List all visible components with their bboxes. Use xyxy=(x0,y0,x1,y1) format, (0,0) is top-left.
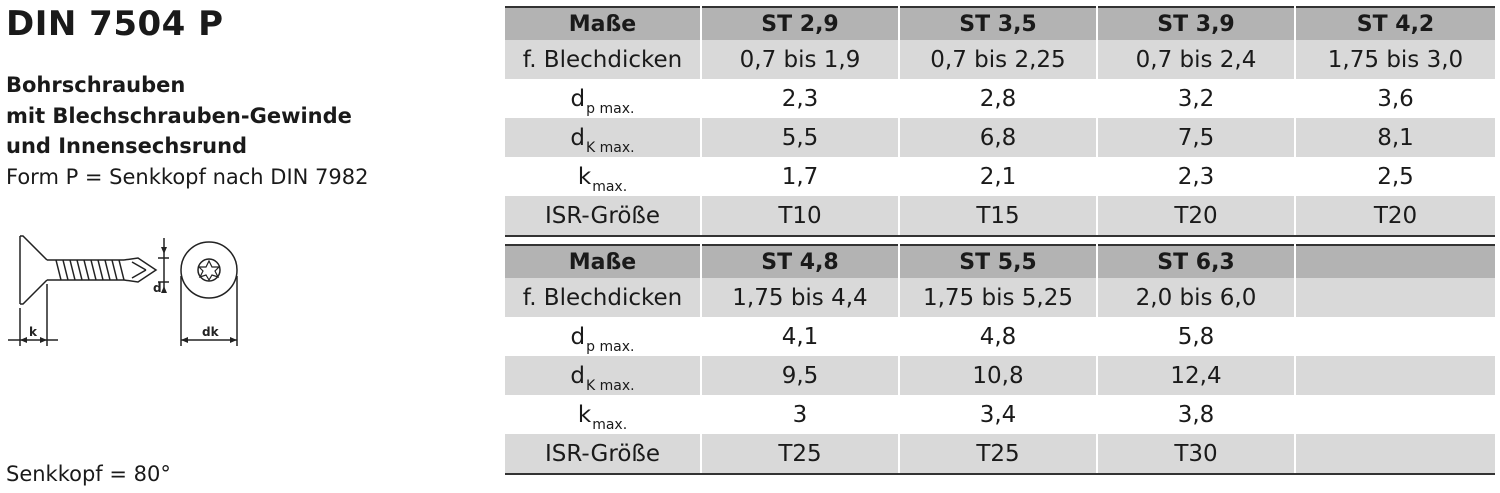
description-line-3: und Innensechsrund xyxy=(6,134,248,158)
table-cell: 10,8 xyxy=(899,356,1098,395)
page-title: DIN 7504 P xyxy=(6,4,224,44)
table-cell: 3,2 xyxy=(1097,79,1296,118)
table-row: f. Blechdicken 0,7 bis 1,9 0,7 bis 2,25 … xyxy=(505,40,1495,79)
table-cell: 0,7 bis 1,9 xyxy=(701,40,900,79)
table-cell xyxy=(1295,434,1495,475)
table-cell: 1,75 bis 4,4 xyxy=(701,278,900,317)
description-line-1: Bohrschrauben xyxy=(6,73,186,97)
countersink-note: Senkkopf = 80° xyxy=(6,462,171,486)
table-cell: 1,7 xyxy=(701,157,900,196)
table-cell: 3,8 xyxy=(1097,395,1296,434)
table-cell: 0,7 bis 2,4 xyxy=(1097,40,1296,79)
table-cell: T25 xyxy=(899,434,1098,475)
header-cell: ST 2,9 xyxy=(701,6,900,40)
table-cell: 2,1 xyxy=(899,157,1098,196)
table-cell xyxy=(1295,356,1495,395)
row-label: f. Blechdicken xyxy=(505,40,702,79)
table-cell: 3,6 xyxy=(1377,85,1414,112)
product-info: DIN 7504 P Bohrschrauben mit Blechschrau… xyxy=(6,0,486,493)
header-cell: ST 3,9 xyxy=(1097,6,1296,40)
screw-technical-drawing: k dk d xyxy=(8,235,238,346)
table-cell: 1,75 bis 3,0 xyxy=(1295,40,1495,79)
table-cell: T30 xyxy=(1097,434,1296,475)
row-label: dK max. xyxy=(505,356,702,395)
table-cell: 4,8 xyxy=(899,317,1098,356)
table-row: dK max. 9,5 10,8 12,4 xyxy=(505,356,1495,395)
row-label: f. Blechdicken xyxy=(505,278,702,317)
header-cell: Maße xyxy=(505,244,702,278)
label-dk: dk xyxy=(202,325,220,339)
header-cell: ST 5,5 xyxy=(899,244,1098,278)
table-cell: T20 xyxy=(1097,196,1296,237)
table-cell: T10 xyxy=(701,196,900,237)
table-cell: 6,8 xyxy=(899,118,1098,157)
table-cell: 1,75 bis 5,25 xyxy=(899,278,1098,317)
description-line-4: Form P = Senkkopf nach DIN 7982 xyxy=(6,164,369,189)
row-label: kmax. xyxy=(505,395,702,434)
table-cell: T20 xyxy=(1295,196,1495,237)
table-cell xyxy=(1295,278,1495,317)
row-label: dp max. xyxy=(505,317,702,356)
row-label: kmax. xyxy=(505,157,702,196)
header-cell: ST 6,3 xyxy=(1097,244,1296,278)
table-cell: T15 xyxy=(899,196,1098,237)
table-cell: 12,4 xyxy=(1097,356,1296,395)
header-cell: Maße xyxy=(505,6,702,40)
table-row: kmax. 3 3,4 3,8 xyxy=(505,395,1495,434)
table-row: f. Blechdicken 1,75 bis 4,4 1,75 bis 5,2… xyxy=(505,278,1495,317)
row-label: dp max. xyxy=(505,79,702,118)
description-line-2: mit Blechschrauben-Gewinde xyxy=(6,103,352,128)
label-d: d xyxy=(153,281,162,295)
table-cell: 7,5 xyxy=(1097,118,1296,157)
header-cell: ST 4,8 xyxy=(701,244,900,278)
table-cell: 5,5 xyxy=(701,118,900,157)
table-cell: 3 xyxy=(701,395,900,434)
header-cell: ST 4,2 xyxy=(1295,6,1495,40)
table-cell xyxy=(1295,395,1495,434)
table-row: ISR-Größe T10 T15 T20 T20 xyxy=(505,196,1495,237)
table-cell: 2,0 bis 6,0 xyxy=(1097,278,1296,317)
table-cell: 2,8 xyxy=(899,79,1098,118)
table-cell: 2,3 xyxy=(701,79,900,118)
row-label: ISR-Größe xyxy=(505,196,702,237)
header-cell xyxy=(1295,244,1495,278)
dimension-table-2: Maße ST 4,8 ST 5,5 ST 6,3 f. Blechdicken… xyxy=(505,244,1495,475)
table-row: dp max. 4,1 4,8 5,8 xyxy=(505,317,1495,356)
table-cell: 3,4 xyxy=(899,395,1098,434)
table-cell: T25 xyxy=(701,434,900,475)
table-row: dp max. 2,3 2,8 3,2 3,6 xyxy=(505,79,1495,118)
table-header-row: Maße ST 4,8 ST 5,5 ST 6,3 xyxy=(505,244,1495,278)
table-row: dK max. 5,5 6,8 7,5 8,1 xyxy=(505,118,1495,157)
header-cell: ST 3,5 xyxy=(899,6,1098,40)
table-row: ISR-Größe T25 T25 T30 xyxy=(505,434,1495,475)
table-cell xyxy=(1295,317,1495,356)
table-row: kmax. 1,7 2,1 2,3 2,5 xyxy=(505,157,1495,196)
table-cell: 8,1 xyxy=(1295,118,1495,157)
table-cell: 2,5 xyxy=(1377,163,1414,190)
table-header-row: Maße ST 2,9 ST 3,5 ST 3,9 ST 4,2 xyxy=(505,6,1495,40)
label-k: k xyxy=(29,325,38,339)
row-label: ISR-Größe xyxy=(505,434,702,475)
table-cell: 4,1 xyxy=(701,317,900,356)
table-cell: 0,7 bis 2,25 xyxy=(899,40,1098,79)
product-description: Bohrschrauben mit Blechschrauben-Gewinde… xyxy=(6,70,368,192)
table-cell: 5,8 xyxy=(1097,317,1296,356)
table-cell: 9,5 xyxy=(701,356,900,395)
dimension-table-1: Maße ST 2,9 ST 3,5 ST 3,9 ST 4,2 f. Blec… xyxy=(505,6,1495,237)
row-label: dK max. xyxy=(505,118,702,157)
table-cell: 2,3 xyxy=(1097,157,1296,196)
